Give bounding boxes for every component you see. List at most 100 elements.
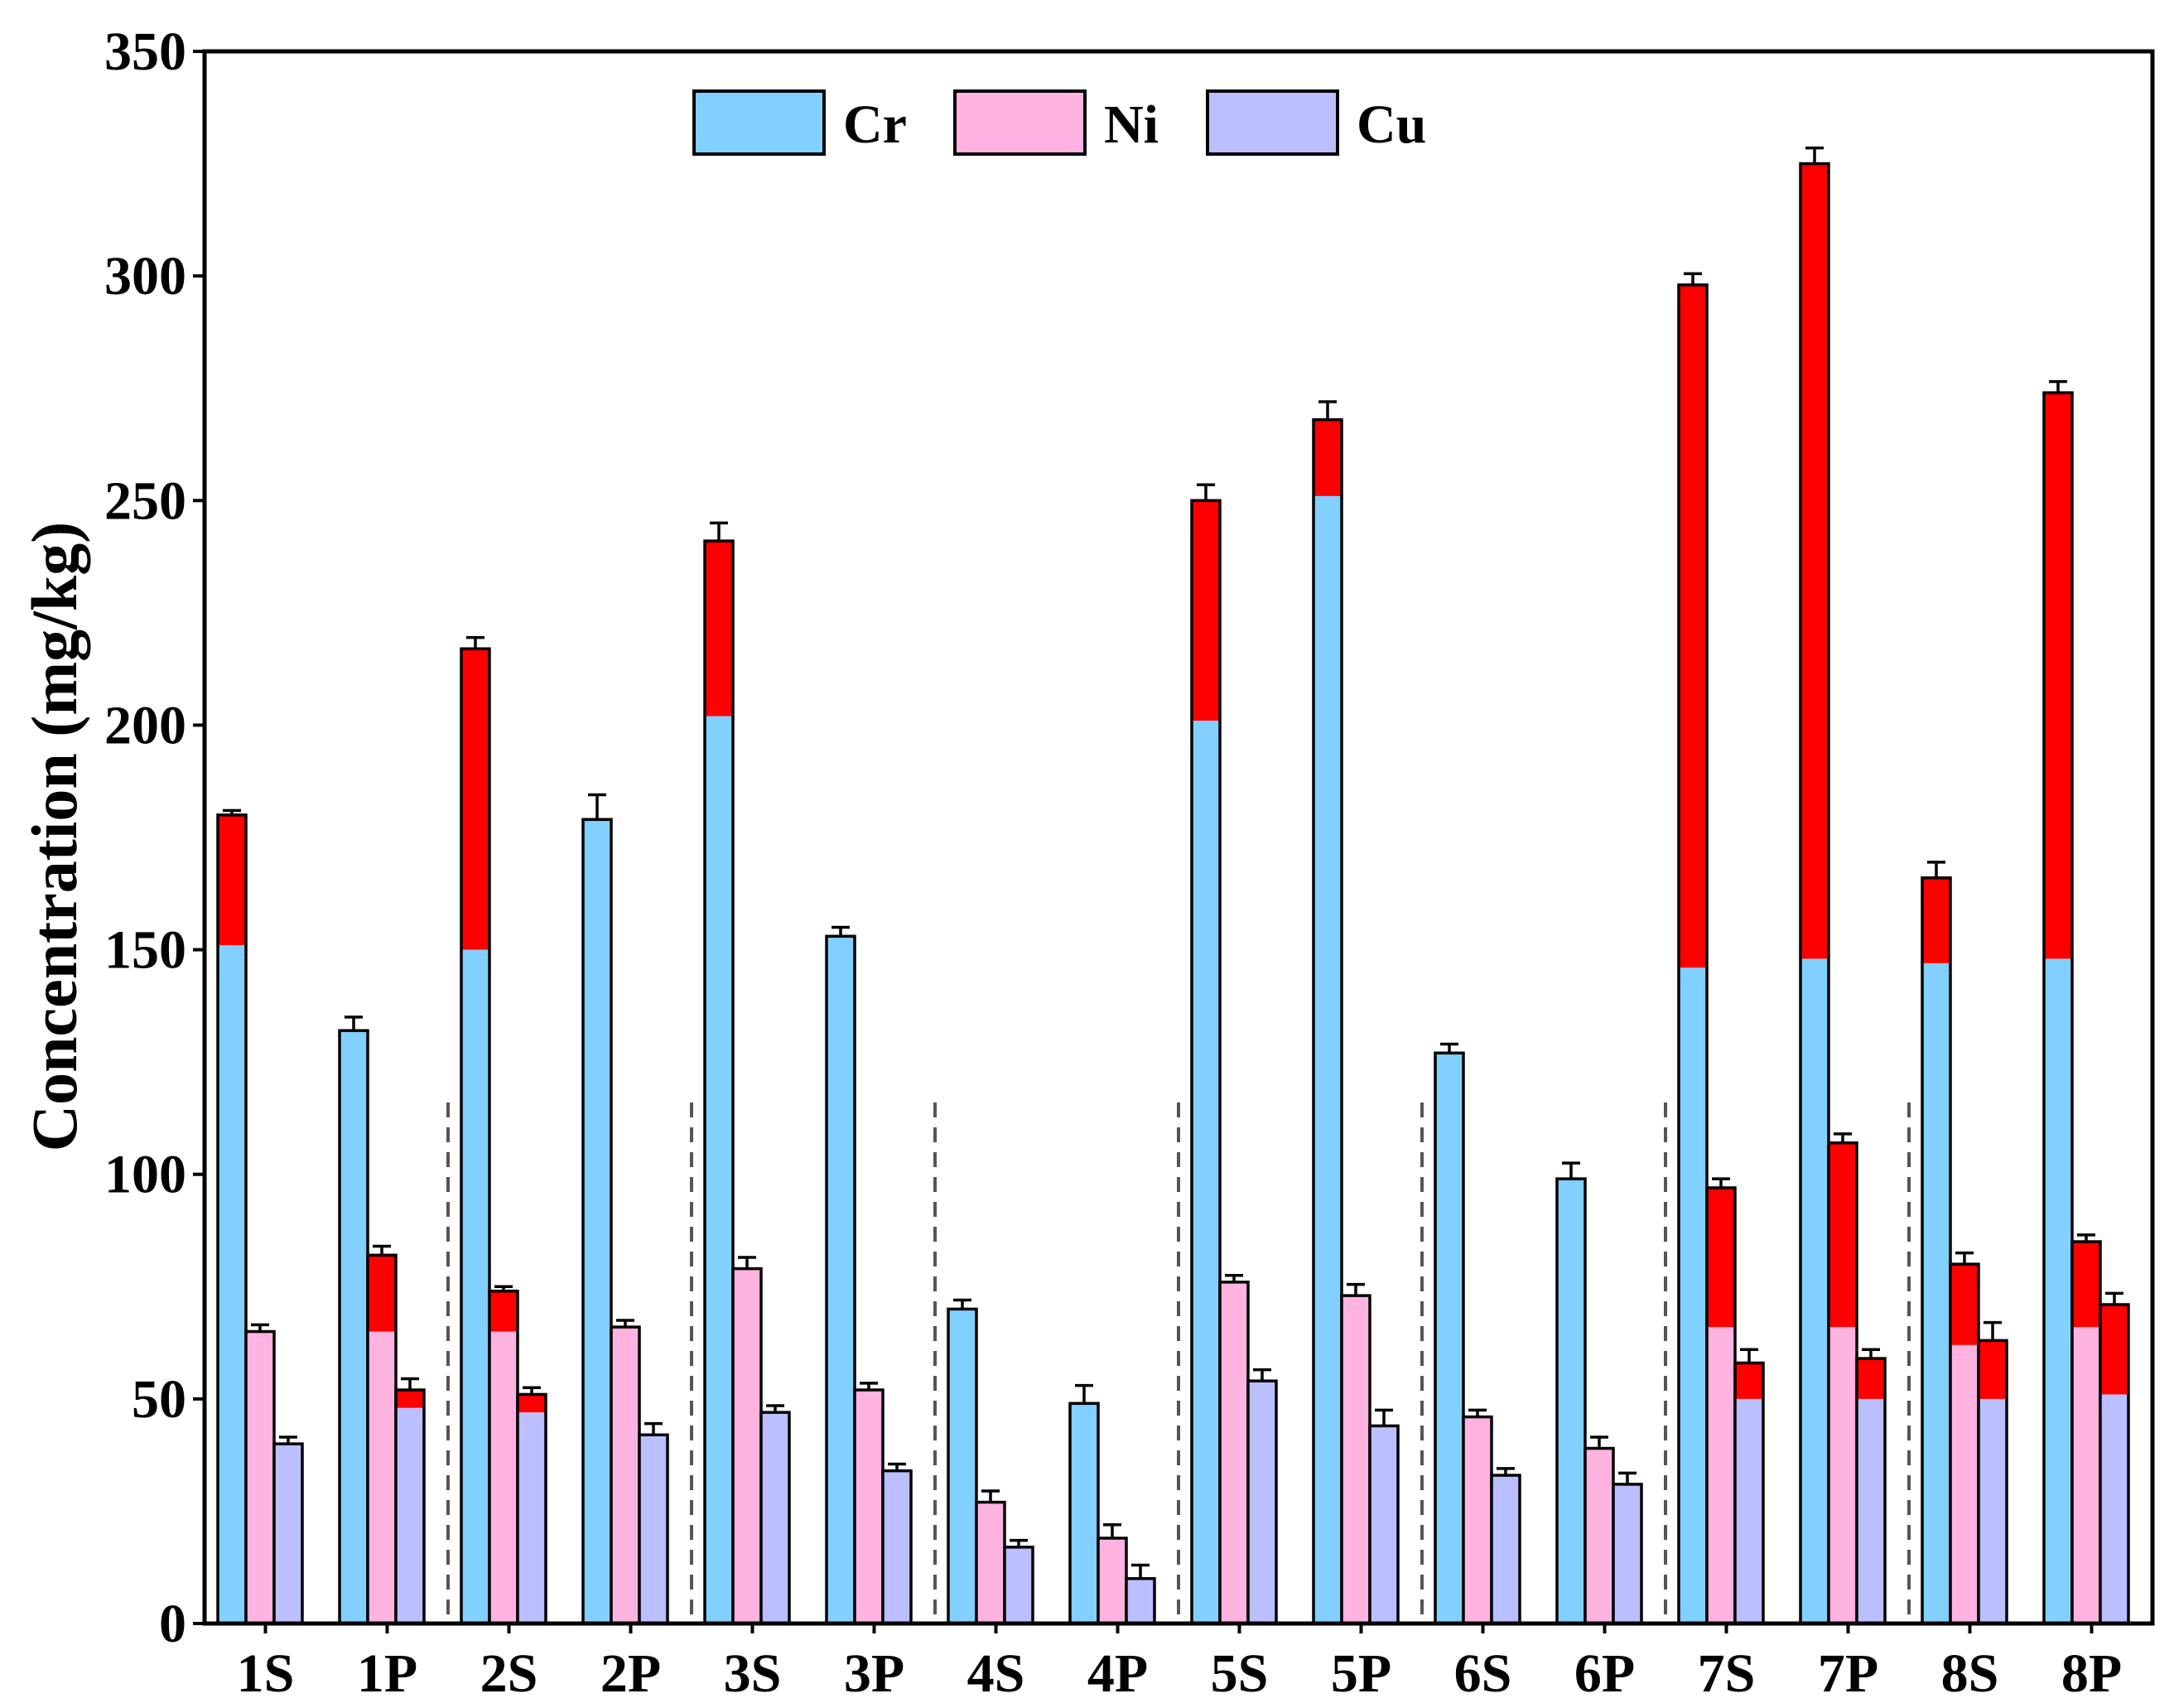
- bar-ni-4S: [976, 1502, 1005, 1624]
- bar-cu-8S-upper: [1979, 1340, 2007, 1399]
- x-tick-label-1P: 1P: [357, 1643, 417, 1704]
- bar-ni-2S: [489, 1331, 518, 1624]
- y-tick-label-0: 0: [159, 1594, 186, 1654]
- bar-cu-7S-upper: [1735, 1363, 1763, 1399]
- bar-ni-8P-upper: [2072, 1242, 2100, 1328]
- x-tick-label-4P: 4P: [1087, 1643, 1148, 1704]
- bar-ni-6S: [1463, 1416, 1492, 1624]
- group-separators: [446, 1102, 1911, 1624]
- x-tick-label-4S: 4S: [967, 1643, 1025, 1704]
- x-tick-label-8S: 8S: [1941, 1643, 1999, 1704]
- bar-cr-3S: [705, 716, 733, 1624]
- bar-cu-7P-upper: [1857, 1358, 1885, 1399]
- bar-cu-5P: [1370, 1426, 1398, 1624]
- bar-cr-1S: [218, 945, 246, 1624]
- bar-cu-6S: [1492, 1475, 1520, 1624]
- bar-ni-2S-upper: [489, 1291, 518, 1332]
- bar-cu-3P: [883, 1470, 911, 1624]
- bar-cr-6S: [1435, 1053, 1463, 1624]
- y-tick-label-50: 50: [132, 1369, 186, 1430]
- bar-cu-7P: [1857, 1398, 1885, 1624]
- bar-cr-2S: [461, 949, 489, 1624]
- y-tick-label-150: 150: [104, 920, 186, 981]
- legend-label-cu: Cu: [1357, 94, 1426, 155]
- bar-cu-8P-upper: [2100, 1304, 2128, 1395]
- legend-label-cr: Cr: [843, 94, 907, 155]
- bar-ni-1P: [368, 1331, 396, 1624]
- bar-cu-3S: [761, 1412, 789, 1624]
- bar-cu-1P-upper: [396, 1390, 424, 1408]
- bar-cr-7P-upper: [1800, 163, 1829, 959]
- bar-ni-5P: [1342, 1295, 1370, 1624]
- x-tick-label-5S: 5S: [1211, 1643, 1269, 1704]
- bar-cu-4S: [1005, 1546, 1033, 1624]
- bars-layer: [216, 146, 2130, 1625]
- bar-ni-1P-upper: [368, 1255, 396, 1332]
- legend-label-ni: Ni: [1104, 94, 1159, 155]
- bar-cr-7S-upper: [1679, 284, 1707, 968]
- x-tick-label-3S: 3S: [724, 1643, 782, 1704]
- bar-cu-6P: [1613, 1484, 1641, 1624]
- bar-ni-5S: [1220, 1281, 1248, 1624]
- bar-cu-2S-upper: [518, 1394, 546, 1413]
- x-tick-label-3P: 3P: [844, 1643, 904, 1704]
- y-tick-label-250: 250: [104, 470, 186, 531]
- bar-cr-8S: [1922, 963, 1950, 1624]
- bar-cr-2S-upper: [461, 649, 489, 950]
- bar-cr-5S-upper: [1192, 500, 1220, 721]
- bar-cu-8P: [2100, 1394, 2128, 1624]
- bar-ni-8S-upper: [1950, 1264, 1979, 1345]
- bar-ni-8P: [2072, 1327, 2100, 1624]
- bar-cr-5P-upper: [1314, 419, 1342, 496]
- bar-cr-8P: [2044, 958, 2072, 1624]
- y-axis-title: Concentration (mg/kg): [18, 522, 90, 1151]
- x-tick-label-7P: 7P: [1818, 1643, 1878, 1704]
- bar-cu-2S: [518, 1412, 546, 1624]
- bar-ni-3P: [855, 1390, 883, 1624]
- y-tick-label-300: 300: [104, 246, 186, 306]
- plot-frame: [202, 49, 2155, 1626]
- bar-ni-8S: [1950, 1344, 1979, 1624]
- legend: Cr Ni Cu: [692, 89, 1426, 156]
- x-tick-label-6S: 6S: [1454, 1643, 1512, 1704]
- bar-ni-7P-upper: [1829, 1142, 1857, 1328]
- bar-cu-1P: [396, 1407, 424, 1624]
- bar-ni-7P: [1829, 1327, 1857, 1624]
- x-tick-label-1S: 1S: [237, 1643, 295, 1704]
- bar-cu-7S: [1735, 1398, 1763, 1624]
- x-tick-label-8P: 8P: [2061, 1643, 2122, 1704]
- bar-ni-2P: [611, 1327, 639, 1624]
- bar-cr-4P: [1070, 1403, 1098, 1624]
- x-tick-label-6P: 6P: [1574, 1643, 1635, 1704]
- bar-cr-6P: [1557, 1179, 1585, 1624]
- bar-ni-3S: [733, 1268, 761, 1624]
- bar-cu-5S: [1248, 1381, 1276, 1624]
- axis-ticks: 0 50 100 150 200 250 300 350 1S 1P 2S 2P 3S 3P 4S 4P 5S 5…: [104, 22, 2122, 1704]
- bar-ni-6P: [1585, 1448, 1613, 1624]
- bar-ni-1S: [246, 1331, 274, 1624]
- y-tick-label-100: 100: [104, 1145, 186, 1205]
- bar-cr-8P-upper: [2044, 393, 2072, 959]
- x-tick-label-2P: 2P: [600, 1643, 661, 1704]
- bar-cr-2P: [583, 819, 611, 1624]
- bar-cu-1S: [274, 1444, 302, 1624]
- bar-ni-7S: [1707, 1327, 1735, 1624]
- legend-swatch-ni: [953, 89, 1087, 156]
- bar-ni-4P: [1098, 1537, 1126, 1624]
- x-tick-label-7S: 7S: [1698, 1643, 1756, 1704]
- bar-cu-4P: [1126, 1578, 1154, 1624]
- bar-cr-5P: [1314, 495, 1342, 1624]
- bar-cr-7S: [1679, 967, 1707, 1624]
- bar-cr-3P: [827, 936, 855, 1624]
- bar-ni-7S-upper: [1707, 1187, 1735, 1328]
- bar-cr-3S-upper: [705, 541, 733, 716]
- bar-cr-5S: [1192, 721, 1220, 1624]
- x-tick-label-5P: 5P: [1331, 1643, 1391, 1704]
- bar-cr-7P: [1800, 958, 1829, 1624]
- bar-cr-8S-upper: [1922, 877, 1950, 963]
- y-tick-label-200: 200: [104, 695, 186, 755]
- x-tick-label-2S: 2S: [480, 1643, 538, 1704]
- bar-cr-1P: [340, 1030, 368, 1624]
- y-tick-label-350: 350: [104, 22, 186, 82]
- legend-swatch-cu: [1206, 89, 1339, 156]
